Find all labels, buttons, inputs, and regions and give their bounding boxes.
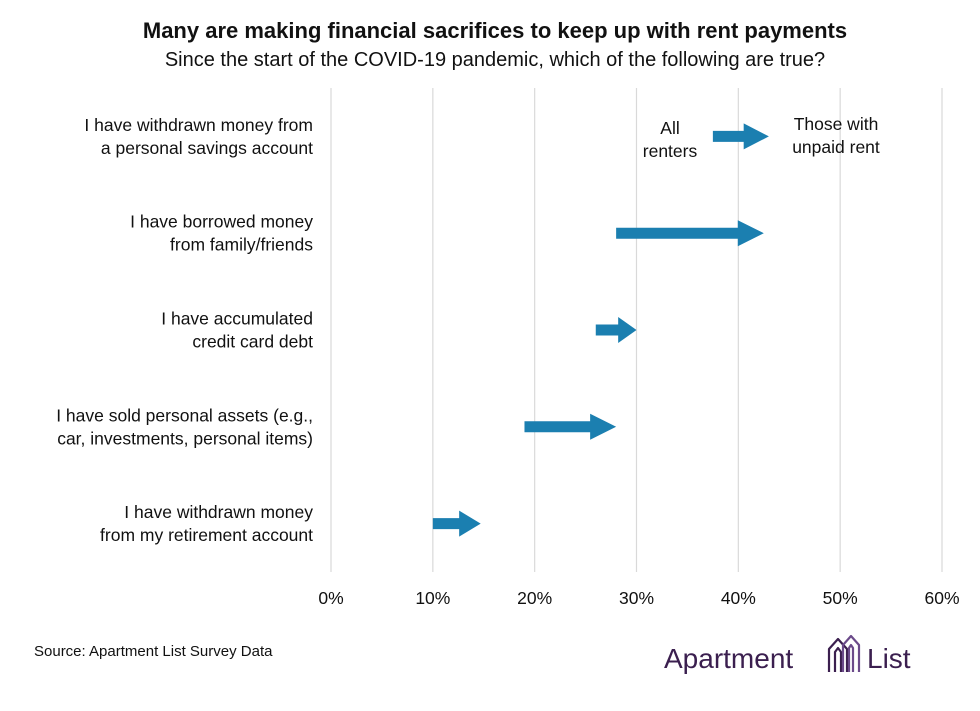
category-label: from my retirement account <box>100 525 313 545</box>
category-label: I have withdrawn money from <box>84 115 313 135</box>
category-label: I have withdrawn money <box>124 502 313 522</box>
x-tick-label: 0% <box>318 588 343 608</box>
category-label: I have accumulated <box>161 309 313 329</box>
category-label: I have sold personal assets (e.g., <box>56 405 313 425</box>
arrow-mark <box>524 413 617 440</box>
legend-end-label-line-2: unpaid rent <box>792 137 880 157</box>
category-label: I have borrowed money <box>130 212 313 232</box>
apartment-list-logo: Apartment List <box>664 634 911 674</box>
legend-start-label-line-1: All <box>660 118 679 138</box>
legend-start-label-line-2: renters <box>643 141 698 161</box>
x-tick-label: 20% <box>517 588 552 608</box>
chart-subtitle: Since the start of the COVID-19 pandemic… <box>165 49 825 71</box>
chart-title: Many are making financial sacrifices to … <box>143 18 847 43</box>
legend-end-label-line-1: Those with <box>794 114 879 134</box>
arrows <box>432 123 769 537</box>
arrow-mark <box>432 510 481 537</box>
category-label: a personal savings account <box>101 138 313 158</box>
logo-word-list: List <box>867 643 911 674</box>
category-label: credit card debt <box>192 332 313 352</box>
category-labels: I have withdrawn money from a personal sa… <box>56 115 313 545</box>
apartment-list-building-icon <box>827 634 861 672</box>
category-label: from family/friends <box>170 235 313 255</box>
gridlines <box>330 88 943 572</box>
x-tick-label: 50% <box>823 588 858 608</box>
x-tick-label: 10% <box>415 588 450 608</box>
legend: All renters Those with unpaid rent <box>643 114 880 161</box>
arrow-mark <box>595 317 637 343</box>
x-tick-label: 60% <box>924 588 959 608</box>
arrow-mark <box>712 123 769 150</box>
x-axis-ticks: 0% 10% 20% 30% 40% 50% 60% <box>318 588 959 608</box>
category-label: car, investments, personal items) <box>57 428 313 448</box>
x-tick-label: 30% <box>619 588 654 608</box>
source-note: Source: Apartment List Survey Data <box>34 643 273 660</box>
logo-word-apartment: Apartment <box>664 643 793 674</box>
arrow-mark <box>616 220 764 247</box>
x-tick-label: 40% <box>721 588 756 608</box>
